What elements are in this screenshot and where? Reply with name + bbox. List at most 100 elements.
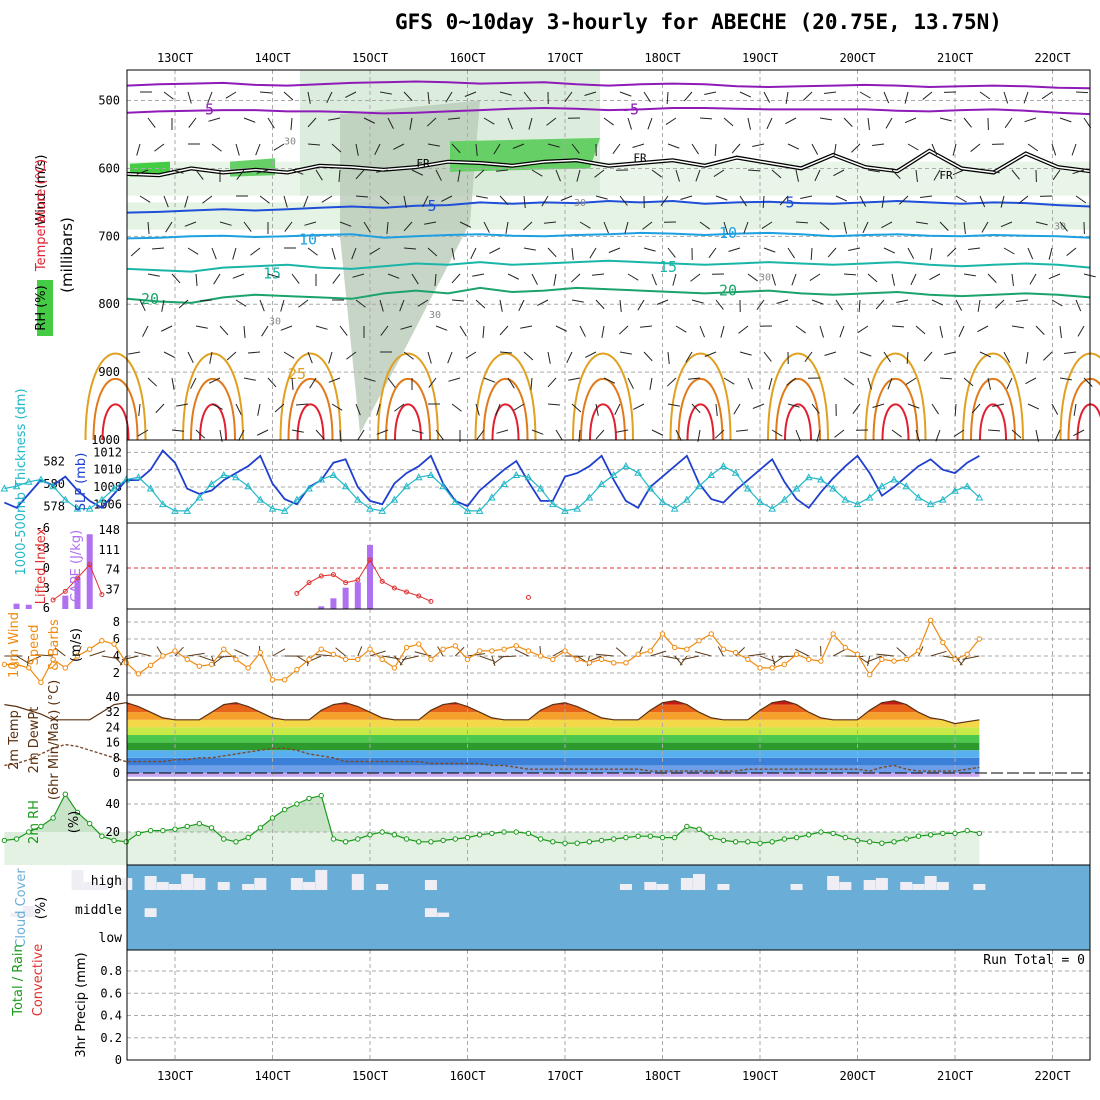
wind-barb-10m: [491, 655, 496, 666]
rh-area: [4, 794, 980, 865]
thickness-point: [670, 504, 679, 512]
wind-barb: [627, 273, 639, 281]
wind-barb: [531, 429, 544, 435]
wind-speed-point: [489, 648, 495, 654]
isotherm-lobe: [385, 378, 431, 441]
cape-bar: [13, 603, 20, 609]
wind-barb: [715, 195, 728, 201]
wind-speed-point: [355, 656, 361, 663]
wind-barb: [332, 273, 341, 284]
wind-barb: [161, 299, 165, 312]
wind-speed-point: [903, 656, 909, 663]
thickness-point: [719, 462, 728, 470]
wind-speed-point: [915, 648, 922, 654]
wind-barb: [1052, 169, 1061, 181]
wind-barb: [274, 403, 285, 413]
wind-barb: [612, 143, 621, 155]
wind-speed-point: [854, 651, 861, 657]
rh-point: [111, 837, 117, 844]
wind-barb: [867, 169, 880, 173]
cloud-cell: [144, 908, 157, 917]
cloud-cell: [437, 912, 450, 917]
wind-barb: [507, 117, 513, 130]
wind-barb-10m: [962, 655, 980, 660]
temp-tick-label: 0: [113, 766, 120, 780]
li-tick-label: -3: [36, 541, 50, 555]
wind-speed-point: [367, 646, 373, 652]
wind-barb: [499, 195, 509, 206]
thickness-point: [792, 484, 801, 492]
thickness-point: [402, 482, 411, 490]
rh-point: [769, 839, 775, 845]
cape-bar: [342, 587, 349, 609]
wind-barb: [512, 143, 525, 149]
cloud-cell: [973, 884, 986, 890]
wind-speed-point: [562, 648, 568, 654]
wind-barb: [435, 169, 442, 181]
isotherm-line: [126, 80, 1091, 90]
wind-barb: [632, 143, 645, 148]
thickness-point: [463, 506, 472, 514]
wind-barb-10m: [296, 655, 310, 664]
wind-barb: [411, 273, 419, 285]
wind-speed-point: [99, 638, 105, 644]
cloud-cell: [900, 882, 913, 890]
wind-barb: [627, 377, 634, 389]
wind-barb: [195, 273, 198, 286]
wind-barb: [699, 325, 705, 338]
wind-barb: [720, 325, 725, 338]
wind-barb: [968, 247, 981, 250]
wind-barb: [256, 169, 269, 174]
wind-barb: [448, 377, 461, 382]
thickness-tick-label: 578: [43, 499, 65, 513]
li-point: [75, 575, 80, 581]
wind-barb: [235, 299, 247, 307]
x-tick-label-top: 21OCT: [937, 51, 973, 65]
ylabel-wind-10m: 10m Wind: [7, 612, 22, 678]
rh-point: [659, 834, 666, 841]
wind-barb: [665, 117, 677, 125]
rh-point: [842, 834, 849, 841]
rh-point: [647, 833, 654, 839]
thickness-point: [195, 493, 204, 501]
thickness-point: [61, 495, 70, 503]
wind-barb: [226, 351, 237, 361]
thickness-point: [317, 475, 326, 483]
wind-barb: [1059, 117, 1072, 123]
temp-band: [127, 704, 980, 713]
wind-barb-10m: [682, 655, 700, 661]
rh-point: [635, 833, 641, 839]
wind-barb: [376, 403, 381, 416]
wind-barb: [235, 143, 240, 156]
thickness-point: [122, 475, 131, 483]
cloud-cell: [242, 884, 255, 890]
wind-barb: [747, 273, 759, 282]
wind-speed-point: [86, 646, 93, 652]
wind-speed-point: [964, 651, 970, 657]
wind-barb: [859, 195, 867, 207]
wind-barb: [977, 299, 981, 312]
wind-barb: [459, 325, 467, 337]
wind-speed-point: [793, 651, 800, 657]
wind-barb: [811, 403, 820, 414]
cloud-cell: [156, 882, 169, 890]
wind-speed-point: [806, 656, 812, 663]
wind-barb: [708, 247, 717, 259]
wind-speed-point: [586, 660, 593, 666]
wind-barb: [1059, 325, 1062, 338]
wind-barb: [766, 117, 773, 130]
thickness-point: [512, 470, 521, 479]
wind-barb: [178, 299, 189, 309]
cape-bar: [74, 576, 81, 609]
x-tick-label-top: 18OCT: [644, 51, 680, 65]
wind-speed-point: [525, 648, 532, 654]
wind-barb: [723, 377, 735, 385]
wind-barb: [211, 247, 217, 260]
wind-barb: [394, 403, 405, 412]
thickness-point: [12, 482, 21, 490]
freezing-level-inner: [126, 149, 1091, 176]
wind-barb: [691, 143, 699, 155]
wind-barb: [643, 91, 651, 103]
wind-barb: [307, 247, 318, 256]
cape-bar: [62, 595, 69, 609]
